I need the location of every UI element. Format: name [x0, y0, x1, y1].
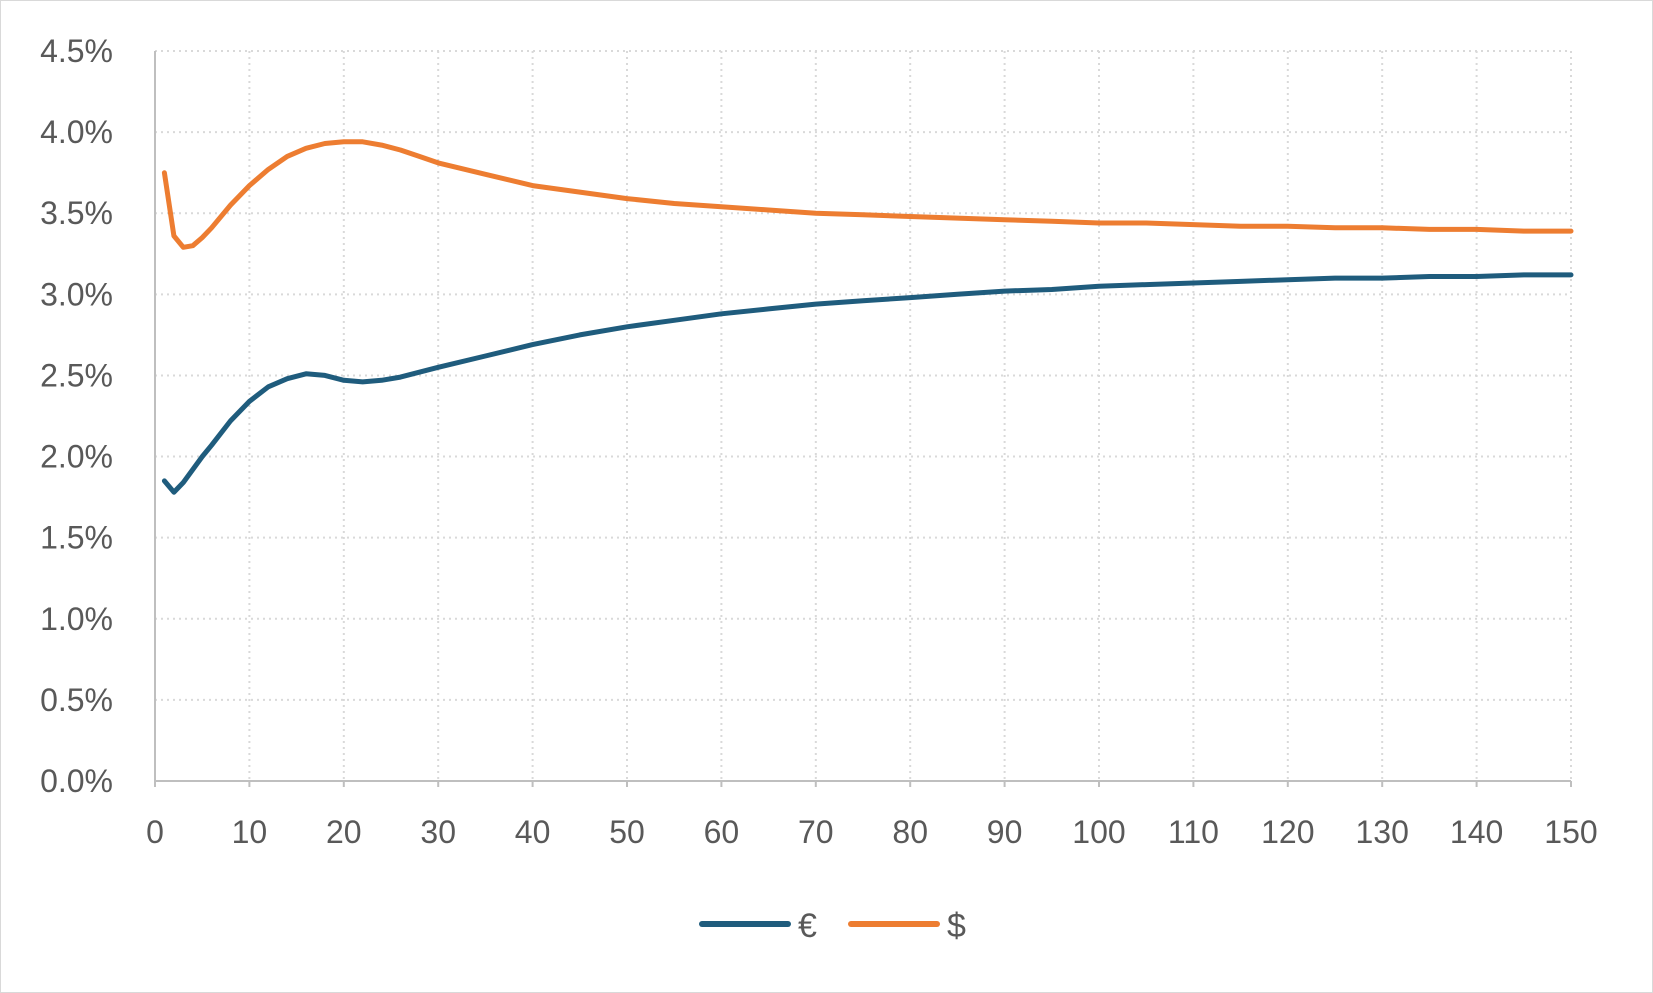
series-line-dollar	[161, 139, 1574, 250]
x-tick-label: 80	[892, 814, 928, 850]
x-tick-label: 90	[987, 814, 1023, 850]
x-tick-label: 120	[1261, 814, 1314, 850]
y-tick-label: 1.5%	[40, 520, 113, 556]
legend-label-euro: €	[798, 907, 817, 945]
x-tick-label: 100	[1072, 814, 1125, 850]
x-tick-label: 40	[515, 814, 551, 850]
chart-series	[161, 139, 1574, 495]
x-tick-label: 10	[232, 814, 268, 850]
x-tick-label: 110	[1168, 814, 1219, 850]
x-axis-tick-labels: 0 10 20 30 40 50 60 70 80 90 100 110 120 130 140 150	[146, 814, 1598, 850]
legend-label-dollar: $	[947, 907, 966, 945]
chart-grid	[155, 50, 1572, 781]
y-tick-label: 4.0%	[40, 114, 113, 150]
series-line-euro	[161, 272, 1574, 495]
y-tick-label: 2.5%	[40, 357, 113, 393]
x-tick-label: 70	[798, 814, 834, 850]
chart-legend: € $	[699, 907, 966, 945]
x-tick-label: 60	[704, 814, 740, 850]
x-tick-label: 50	[609, 814, 645, 850]
y-tick-label: 1.0%	[40, 601, 113, 637]
x-tick-label: 130	[1356, 814, 1409, 850]
y-tick-label: 2.0%	[40, 439, 113, 475]
y-tick-label: 0.5%	[40, 682, 113, 718]
x-tick-label: 140	[1450, 814, 1503, 850]
x-tick-label: 0	[146, 814, 164, 850]
y-tick-label: 3.5%	[40, 195, 113, 231]
x-tick-label: 30	[420, 814, 456, 850]
x-tick-label: 20	[326, 814, 362, 850]
x-tick-label: 150	[1544, 814, 1597, 850]
y-tick-label: 0.0%	[40, 763, 113, 799]
y-tick-label: 4.5%	[40, 33, 113, 69]
chart-axes	[154, 51, 1572, 787]
y-axis-tick-labels: 0.0% 0.5% 1.0% 1.5% 2.0% 2.5% 3.0% 3.5% 4.0% 4.5%	[40, 33, 113, 799]
y-tick-label: 3.0%	[40, 276, 113, 312]
